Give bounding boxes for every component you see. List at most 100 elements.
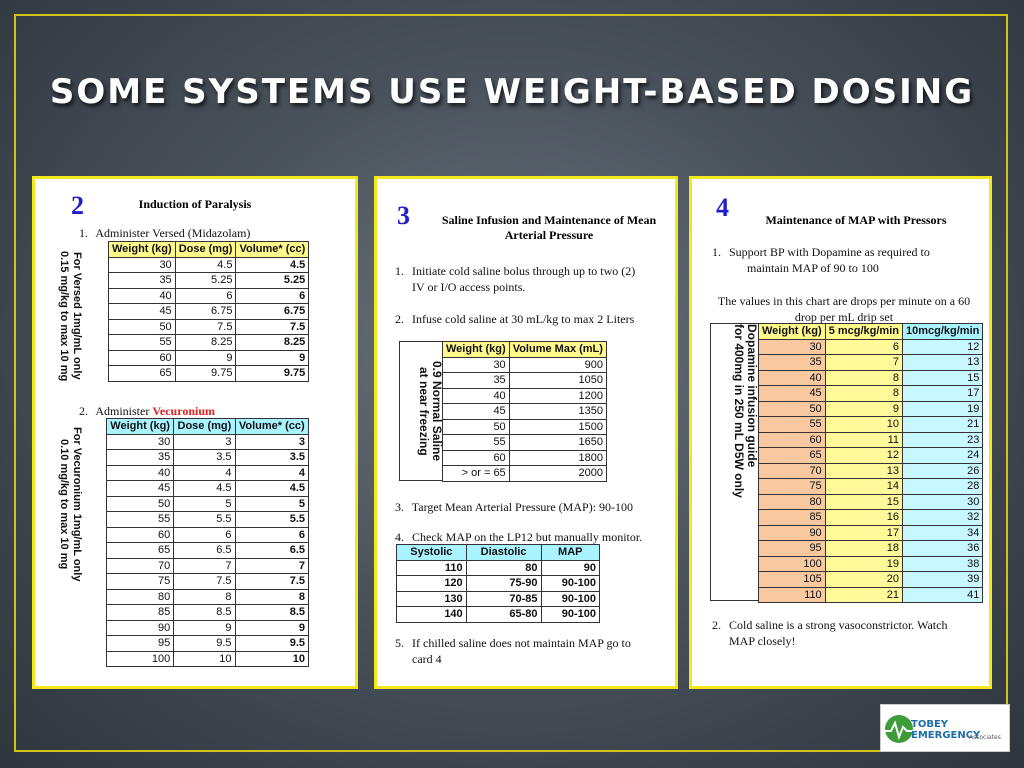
card-number: 3 xyxy=(397,201,410,230)
table-row: 45 8 17 xyxy=(758,385,984,402)
step-2: 2. Infuse cold saline at 30 mL/kg to max… xyxy=(395,312,635,326)
table-cell: 140 xyxy=(396,606,467,623)
table-cell: 65 xyxy=(105,542,175,559)
table-cell: 12 xyxy=(824,447,903,464)
table-cell: > or = 65 xyxy=(442,465,510,482)
table-cell: 5.25 xyxy=(235,272,310,289)
table-cell: 18 xyxy=(824,540,903,557)
table-cell: 110 xyxy=(396,559,467,576)
step-1: 1. Administer Versed (Midazolam) xyxy=(79,226,251,240)
table-cell: 55 xyxy=(108,334,176,351)
table-row: 55 5.5 5.5 xyxy=(105,511,310,528)
table-cell: 11 xyxy=(824,431,903,448)
card-number: 2 xyxy=(71,191,84,220)
table-row: 30 4.5 4.5 xyxy=(108,256,310,273)
table-cell: 35 xyxy=(758,354,826,371)
table-cell: 110 xyxy=(758,586,826,603)
card-maintenance-of-map: 4 Maintenance of MAP with Pressors 1. Su… xyxy=(689,176,992,689)
table-cell: 60 xyxy=(758,431,826,448)
table-cell: 21 xyxy=(901,416,984,433)
table-cell: 6.5 xyxy=(234,542,310,559)
table-cell: 45 xyxy=(108,303,176,320)
tobey-emergency-logo: TOBEY EMERGENCY Associates xyxy=(880,704,1010,752)
table-cell: 1350 xyxy=(508,403,607,420)
table-cell: 1200 xyxy=(508,387,607,404)
table-row: 80 8 8 xyxy=(105,588,310,605)
table-cell: 6.75 xyxy=(174,303,237,320)
table-row: 90 17 34 xyxy=(758,524,984,541)
table-cell: 7.5 xyxy=(173,573,236,590)
table-cell: 8 xyxy=(234,588,310,605)
table-cell: 13 xyxy=(901,354,984,371)
table-cell: 28 xyxy=(901,478,984,495)
table-cell: 60 xyxy=(108,349,176,366)
table-row: 65 9.75 9.75 xyxy=(108,365,310,382)
table-cell: 85 xyxy=(758,509,826,526)
table-row: 30 6 12 xyxy=(758,338,984,355)
table-cell: 65 xyxy=(758,447,826,464)
table-cell: 35 xyxy=(442,372,510,389)
table-cell: 30 xyxy=(108,256,176,273)
table-cell: 45 xyxy=(105,480,175,497)
table-cell: 1500 xyxy=(508,418,607,435)
table-cell: 105 xyxy=(758,571,826,588)
table-cell: 3 xyxy=(234,433,310,450)
table-cell: 90-100 xyxy=(540,575,601,592)
table-cell: 6 xyxy=(174,287,237,304)
table-cell: 7 xyxy=(824,354,903,371)
table-cell: 6.5 xyxy=(173,542,236,559)
table-row: 70 7 7 xyxy=(105,557,310,574)
table-cell: 30 xyxy=(758,338,826,355)
table-cell: 7.5 xyxy=(234,573,310,590)
table-cell: 8 xyxy=(824,385,903,402)
table-cell: 75-90 xyxy=(465,575,542,592)
table-cell: 80 xyxy=(758,493,826,510)
table-cell: 75 xyxy=(105,573,175,590)
table-row: 75 14 28 xyxy=(758,478,984,495)
table-row: 55 1650 xyxy=(442,434,607,451)
table-cell: 5.5 xyxy=(234,511,310,528)
table-cell: 130 xyxy=(396,590,467,607)
table-row: 100 19 38 xyxy=(758,555,984,572)
table-row: 95 18 36 xyxy=(758,540,984,557)
table-row: 50 5 5 xyxy=(105,495,310,512)
table-cell: 3 xyxy=(173,433,236,450)
table-cell: 30 xyxy=(901,493,984,510)
table-cell: 1050 xyxy=(508,372,607,389)
table-row: 40 1200 xyxy=(442,387,607,404)
table-cell: 4.5 xyxy=(173,480,236,497)
table-cell: 8.25 xyxy=(174,334,237,351)
table-cell: 6 xyxy=(173,526,236,543)
table-cell: 90 xyxy=(758,524,826,541)
table-cell: 5.25 xyxy=(174,272,237,289)
table-cell: 5.5 xyxy=(173,511,236,528)
dopamine-drip-table: Weight (kg) 5 mcg/kg/min 10mcg/kg/min 30… xyxy=(758,323,984,603)
table-cell: 35 xyxy=(108,272,176,289)
table-cell: 14 xyxy=(824,478,903,495)
table-cell: 10 xyxy=(234,650,310,667)
table-row: 30 3 3 xyxy=(105,433,310,450)
card-induction-of-paralysis: 2 Induction of Paralysis 1. Administer V… xyxy=(32,176,358,689)
table-cell: 6 xyxy=(824,338,903,355)
table-cell: 39 xyxy=(901,571,984,588)
table-cell: 19 xyxy=(824,555,903,572)
table-row: 50 1500 xyxy=(442,418,607,435)
table-cell: 17 xyxy=(901,385,984,402)
table-cell: 41 xyxy=(901,586,984,603)
card-title: Induction of Paralysis xyxy=(138,197,252,211)
table-cell: 3.5 xyxy=(234,449,310,466)
table-cell: 8.5 xyxy=(234,604,310,621)
drug-name: Vecuronium xyxy=(152,404,216,418)
table-row: 60 11 23 xyxy=(758,431,984,448)
table-cell: 32 xyxy=(901,509,984,526)
table-row: 130 70-85 90-100 xyxy=(396,590,601,607)
table-cell: 65-80 xyxy=(465,606,542,623)
table-row: 35 3.5 3.5 xyxy=(105,449,310,466)
table-row: 40 6 6 xyxy=(108,287,310,304)
table-cell: 8 xyxy=(824,369,903,386)
table-cell: 4.5 xyxy=(234,480,310,497)
table-row: 105 20 39 xyxy=(758,571,984,588)
table-row: 55 10 21 xyxy=(758,416,984,433)
table-cell: 16 xyxy=(824,509,903,526)
table-cell: 50 xyxy=(105,495,175,512)
